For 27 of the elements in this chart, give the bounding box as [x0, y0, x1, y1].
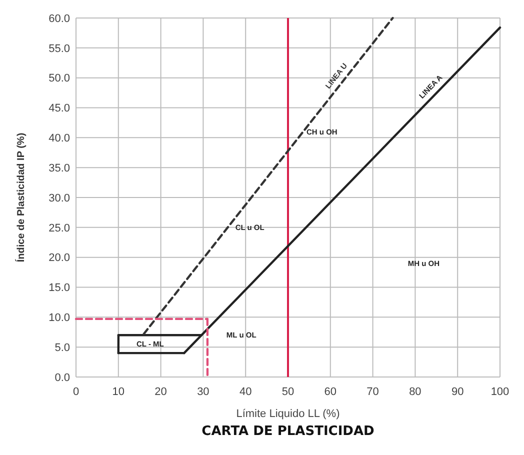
y-tick-label: 40.0 [48, 132, 70, 145]
y-tick-label: 15.0 [48, 282, 70, 294]
y-tick-label: 20.0 [48, 252, 70, 264]
x-tick-label: 80 [409, 386, 422, 398]
y-tick-label: 45.0 [48, 102, 70, 115]
y-tick-label: 5.0 [54, 342, 70, 354]
y-tick-label: 60.0 [48, 12, 70, 25]
text: CARTA DE PLASTICIDAD [202, 424, 375, 439]
x-tick-label: 0 [72, 386, 80, 398]
x-tick-label: 70 [366, 386, 379, 398]
x-axis-title: Límite Liquido LL (%) [236, 408, 340, 420]
y-tick-label: 30.0 [48, 192, 70, 204]
x-tick-label: 40 [239, 386, 252, 398]
y-axis-title: Índice de Plasticidad IP (%) [15, 132, 27, 262]
y-tick-label: 25.0 [48, 222, 70, 234]
y-tick-label: 10.0 [48, 312, 70, 324]
y-tick-label: 55.0 [48, 42, 70, 55]
x-tick-label: 90 [451, 386, 464, 398]
y-tick-label: 35.0 [48, 162, 70, 174]
x-tick-label: 20 [154, 386, 167, 398]
x-tick-label: 50 [282, 386, 294, 398]
x-tick-label: 30 [197, 386, 210, 398]
y-tick-label: 50.0 [48, 72, 70, 85]
x-tick-label: 10 [112, 386, 125, 398]
x-tick-label: 100 [490, 386, 510, 398]
x-tick-label: 60 [324, 386, 337, 398]
y-tick-label: 0.0 [54, 372, 70, 384]
